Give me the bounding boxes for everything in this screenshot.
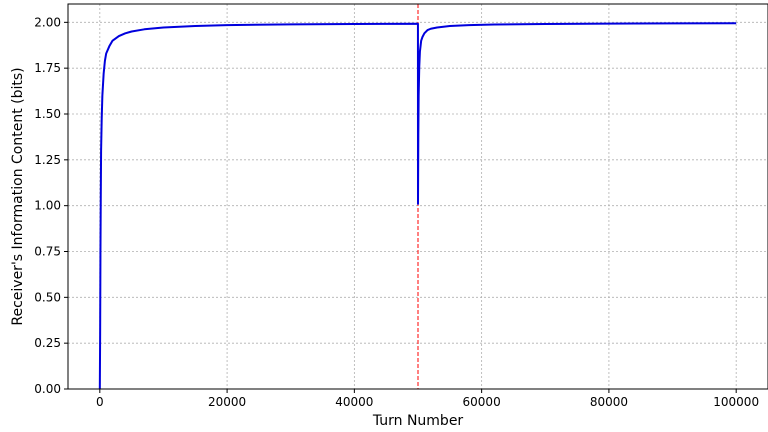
plot-frame (67, 3, 768, 390)
x-tick-label: 80000 (590, 395, 628, 409)
series-line (98, 22, 737, 390)
y-tick-label: 1.50 (34, 107, 61, 121)
y-axis-ticks: 0.00 0.25 0.50 0.75 1.00 1.25 1.50 1.75 2.00 (34, 15, 68, 396)
x-tick-label: 0 (96, 395, 104, 409)
y-tick-label: 1.00 (34, 199, 61, 213)
x-tick-label: 100000 (713, 395, 759, 409)
y-tick-label: 0.00 (34, 382, 61, 396)
y-tick-label: 1.25 (34, 153, 61, 167)
y-tick-label: 0.50 (34, 290, 61, 304)
y-axis-label: Receiver's Information Content (bits) (10, 67, 26, 325)
x-axis-ticks: 0 20000 40000 60000 80000 100000 (96, 389, 759, 409)
x-tick-label: 40000 (335, 395, 373, 409)
y-tick-label: 1.75 (34, 61, 61, 75)
y-tick-label: 2.00 (34, 15, 61, 29)
y-tick-label: 0.25 (34, 336, 61, 350)
y-tick-label: 0.75 (34, 245, 61, 259)
series-layer (98, 22, 737, 390)
x-tick-label: 20000 (208, 395, 246, 409)
x-axis-label: Turn Number (372, 413, 464, 429)
x-tick-label: 60000 (463, 395, 501, 409)
